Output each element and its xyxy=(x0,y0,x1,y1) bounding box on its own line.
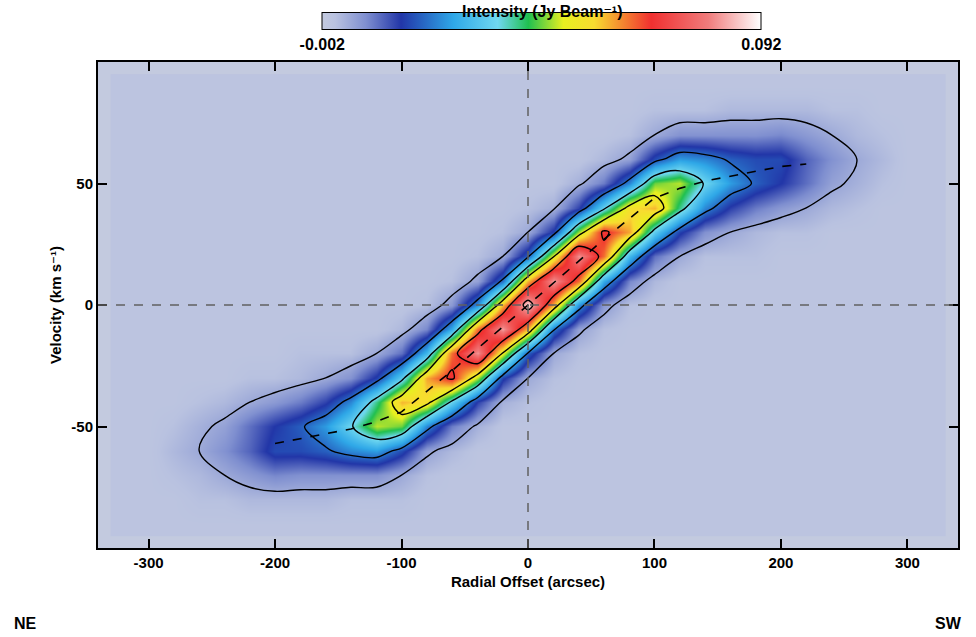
svg-text:0.092: 0.092 xyxy=(741,36,781,53)
svg-text:200: 200 xyxy=(768,554,793,571)
svg-text:300: 300 xyxy=(895,554,920,571)
svg-text:-300: -300 xyxy=(134,554,164,571)
svg-text:NE: NE xyxy=(14,615,37,632)
svg-text:-100: -100 xyxy=(387,554,417,571)
svg-text:-200: -200 xyxy=(260,554,290,571)
svg-text:-0.002: -0.002 xyxy=(300,36,345,53)
svg-text:50: 50 xyxy=(76,175,93,192)
svg-text:0: 0 xyxy=(85,296,93,313)
svg-text:Velocity (km s⁻¹): Velocity (km s⁻¹) xyxy=(47,246,64,364)
svg-text:0: 0 xyxy=(524,554,532,571)
svg-text:-50: -50 xyxy=(71,418,93,435)
svg-text:SW: SW xyxy=(935,615,962,632)
svg-text:Radial Offset (arcsec): Radial Offset (arcsec) xyxy=(451,573,605,590)
svg-text:Intensity (Jy Beam⁻¹): Intensity (Jy Beam⁻¹) xyxy=(462,3,622,20)
svg-text:100: 100 xyxy=(642,554,667,571)
